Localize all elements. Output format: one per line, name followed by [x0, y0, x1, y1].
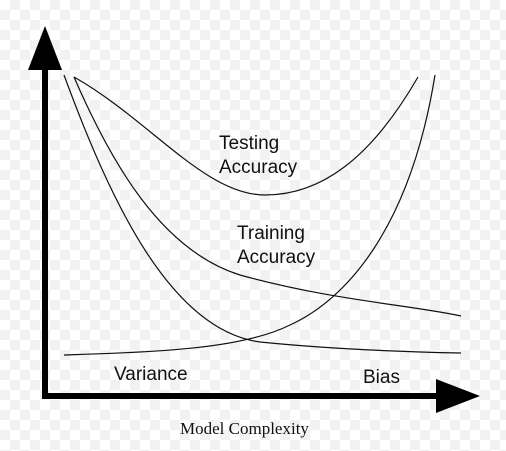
bias-curve	[63, 74, 462, 354]
testing-accuracy-curve	[73, 76, 419, 196]
variance-label: Variance	[114, 364, 188, 385]
variance-curve	[63, 74, 436, 356]
bias-label: Bias	[363, 367, 400, 388]
training-accuracy-label-line2: Accuracy	[237, 247, 316, 268]
training-accuracy-curve	[73, 76, 462, 317]
axes	[28, 26, 480, 413]
x-axis-arrowhead	[436, 379, 480, 413]
curves	[63, 74, 462, 356]
testing-accuracy-label-line2: Accuracy	[219, 157, 298, 178]
testing-accuracy-label-line1: Testing	[219, 133, 280, 154]
y-axis-arrowhead	[28, 26, 62, 70]
training-accuracy-label-line1: Training	[237, 223, 305, 244]
x-axis-title: Model Complexity	[180, 419, 309, 438]
